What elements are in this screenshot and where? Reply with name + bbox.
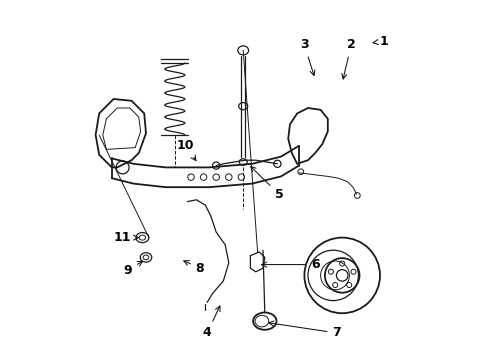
Text: 9: 9 xyxy=(123,261,143,276)
Text: 6: 6 xyxy=(262,258,319,271)
Text: 10: 10 xyxy=(177,139,196,161)
Text: 1: 1 xyxy=(373,35,388,48)
Text: 8: 8 xyxy=(184,261,204,275)
Text: 2: 2 xyxy=(342,39,356,79)
Text: 5: 5 xyxy=(251,167,284,201)
Text: 4: 4 xyxy=(203,306,220,339)
Text: 7: 7 xyxy=(269,321,341,339)
Text: 11: 11 xyxy=(114,231,139,244)
Text: 3: 3 xyxy=(300,39,315,76)
